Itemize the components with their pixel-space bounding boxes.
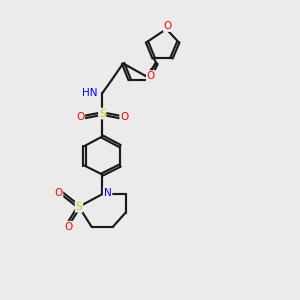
Text: O: O [120, 112, 128, 122]
Text: O: O [147, 71, 155, 81]
Text: O: O [54, 188, 62, 198]
Text: HN: HN [82, 88, 98, 98]
Text: S: S [76, 202, 82, 212]
Text: O: O [65, 222, 73, 232]
Text: N: N [104, 188, 112, 198]
Text: O: O [76, 112, 84, 122]
Text: S: S [99, 109, 106, 118]
Text: O: O [164, 21, 172, 31]
